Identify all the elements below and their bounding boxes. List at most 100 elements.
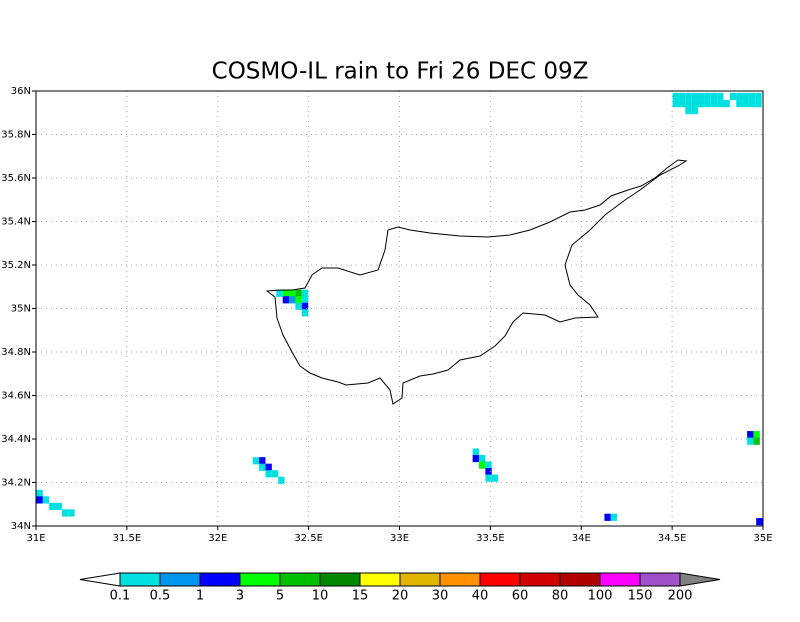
rain-cell (748, 100, 756, 108)
colorbar-box (519, 572, 561, 587)
rain-cell (717, 92, 724, 101)
rain-cell (698, 100, 705, 108)
colorbar-label: 30 (432, 589, 449, 604)
y-tick-label: 35.4N (1, 217, 31, 228)
y-tick-label: 35.8N (1, 130, 31, 141)
colorbar-box (319, 572, 361, 587)
rain-cell (49, 502, 56, 511)
grid: 31E 31.5E 32E 32.5E 33E 33.5E 34E 34.5E 35E 34N 34… (1, 86, 772, 544)
colorbar-label: 0.1 (110, 589, 131, 604)
rain-cell (295, 296, 302, 304)
colorbar-label: 5 (276, 589, 284, 604)
y-tick-label: 34.4N (1, 434, 31, 445)
rain-cell (479, 454, 486, 463)
y-tick-label: 34.8N (1, 347, 31, 358)
colorbar-box (239, 572, 281, 587)
rain-cell (742, 100, 749, 108)
x-tick-label: 32E (208, 533, 227, 544)
rain-cell (704, 92, 711, 101)
rain-cell (753, 437, 760, 445)
rain-cell (704, 100, 711, 108)
colorbar-low-arrow (79, 572, 121, 587)
rain-cell (282, 289, 290, 297)
rain-cell (36, 489, 43, 497)
colorbar-box (639, 572, 681, 587)
rain-cell (710, 100, 718, 108)
rain-cell (755, 100, 762, 108)
rain-cell (479, 461, 486, 469)
y-tick-label: 35.6N (1, 173, 31, 184)
rain-cell (604, 513, 611, 521)
colorbar-label: 150 (628, 589, 653, 604)
rain-cell (55, 502, 62, 511)
rain-cell (748, 92, 756, 101)
colorbar-label: 10 (312, 589, 329, 604)
colorbar-box (119, 572, 161, 587)
x-tick-label: 31E (26, 533, 45, 544)
rain-cell (685, 100, 692, 108)
colorbar-label: 100 (588, 589, 613, 604)
colorbar-label: 0.5 (150, 589, 171, 604)
rain-cell (491, 474, 499, 482)
rain-cell (295, 302, 302, 310)
rain-cells (36, 92, 763, 526)
y-tick-label: 34.6N (1, 391, 31, 402)
rain-cell (301, 289, 309, 297)
rain-cell (485, 474, 492, 482)
rain-cell (259, 457, 266, 465)
rain-cell (36, 496, 43, 504)
rain-cell (691, 106, 699, 115)
rain-cell (753, 431, 760, 439)
colorbar-box (599, 572, 641, 587)
colorbar-label: 15 (352, 589, 369, 604)
rain-cell (678, 92, 686, 101)
x-tick-label: 34E (572, 533, 591, 544)
rain-cell (698, 92, 705, 101)
chart-title: COSMO-IL rain to Fri 26 DEC 09Z (212, 59, 589, 85)
colorbar-label: 200 (668, 589, 693, 604)
rain-cell (289, 296, 296, 304)
y-tick-label: 35N (11, 304, 31, 315)
rain-cell (289, 289, 296, 297)
coastline (265, 159, 688, 405)
rain-cell (672, 92, 679, 101)
x-tick-label: 33E (390, 533, 409, 544)
y-tick-label: 35.2N (1, 260, 31, 271)
rain-cell (717, 100, 724, 108)
colorbar-label: 60 (512, 589, 529, 604)
rain-cell (723, 100, 730, 108)
rain-cell (68, 509, 75, 517)
rain-cell (736, 100, 743, 108)
rain-cell (271, 470, 279, 478)
y-tick-label: 34.2N (1, 478, 31, 489)
rain-cell (685, 106, 692, 115)
rain-cell (755, 92, 762, 101)
rain-cell (736, 92, 743, 101)
rain-cell (747, 437, 754, 445)
rain-cell (252, 457, 260, 465)
rain-cell (61, 509, 69, 517)
colorbar-high-arrow (679, 572, 721, 587)
colorbar-label: 20 (392, 589, 409, 604)
x-tick-label: 32.5E (294, 533, 323, 544)
rain-cell (691, 100, 699, 108)
y-tick-label: 34N (11, 521, 31, 532)
colorbar-box (399, 572, 441, 587)
y-tick-label: 36N (11, 86, 31, 97)
rain-cell (282, 296, 290, 304)
colorbar-box (279, 572, 321, 587)
rain-cell (278, 476, 285, 484)
rain-cell (678, 100, 686, 108)
colorbar-label: 80 (552, 589, 569, 604)
rain-cell (301, 302, 309, 310)
colorbar-box (559, 572, 601, 587)
x-tick-label: 34.5E (658, 533, 687, 544)
rain-cell (672, 100, 679, 108)
rain-cell (742, 92, 749, 101)
rain-cell (42, 496, 50, 504)
colorbar-box (359, 572, 401, 587)
colorbar-label: 1 (196, 589, 204, 604)
x-tick-label: 31.5E (113, 533, 142, 544)
